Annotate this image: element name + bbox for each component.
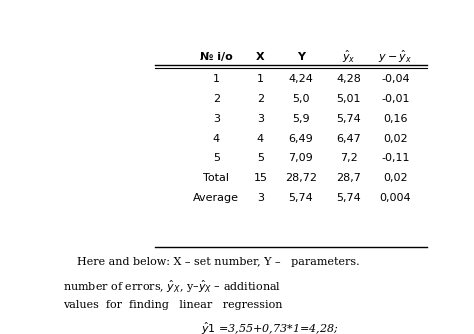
Text: № i/o: № i/o bbox=[200, 52, 233, 62]
Text: 5,74: 5,74 bbox=[288, 193, 313, 203]
Text: 5,74: 5,74 bbox=[336, 193, 361, 203]
Text: Average: Average bbox=[193, 193, 239, 203]
Text: 7,09: 7,09 bbox=[288, 153, 313, 163]
Text: 0,02: 0,02 bbox=[383, 173, 408, 183]
Text: X: X bbox=[256, 52, 264, 62]
Text: 0,004: 0,004 bbox=[380, 193, 411, 203]
Text: $\hat{y}1$ =3,55+0,73*1=4,28;: $\hat{y}1$ =3,55+0,73*1=4,28; bbox=[201, 320, 338, 334]
Text: Here and below: X – set number, Y –   parameters.: Here and below: X – set number, Y – para… bbox=[63, 258, 360, 268]
Text: 5,01: 5,01 bbox=[336, 94, 361, 104]
Text: 4: 4 bbox=[213, 134, 220, 144]
Text: 2: 2 bbox=[257, 94, 264, 104]
Text: 4,28: 4,28 bbox=[336, 74, 361, 84]
Text: 7,2: 7,2 bbox=[340, 153, 357, 163]
Text: 4: 4 bbox=[257, 134, 264, 144]
Text: 1: 1 bbox=[257, 74, 264, 84]
Text: 2: 2 bbox=[213, 94, 220, 104]
Text: 5,9: 5,9 bbox=[292, 114, 310, 124]
Text: 4,24: 4,24 bbox=[288, 74, 313, 84]
Text: 3: 3 bbox=[257, 114, 264, 124]
Text: -0,01: -0,01 bbox=[381, 94, 410, 104]
Text: Total: Total bbox=[203, 173, 229, 183]
Text: 1: 1 bbox=[213, 74, 220, 84]
Text: number of errors, $\hat{y}_X$, y–$\hat{y}_X$ – additional: number of errors, $\hat{y}_X$, y–$\hat{y… bbox=[63, 279, 281, 295]
Text: 0,16: 0,16 bbox=[383, 114, 408, 124]
Text: $y-\hat{y}_x$: $y-\hat{y}_x$ bbox=[378, 49, 412, 65]
Text: 5,0: 5,0 bbox=[292, 94, 310, 104]
Text: 3: 3 bbox=[213, 114, 220, 124]
Text: -0,11: -0,11 bbox=[381, 153, 410, 163]
Text: -0,04: -0,04 bbox=[381, 74, 410, 84]
Text: values  for  finding   linear   regression: values for finding linear regression bbox=[63, 300, 283, 310]
Text: Y: Y bbox=[297, 52, 305, 62]
Text: 5: 5 bbox=[257, 153, 264, 163]
Text: 6,49: 6,49 bbox=[288, 134, 313, 144]
Text: 5: 5 bbox=[213, 153, 220, 163]
Text: 6,47: 6,47 bbox=[336, 134, 361, 144]
Text: 5,74: 5,74 bbox=[336, 114, 361, 124]
Text: 15: 15 bbox=[254, 173, 267, 183]
Text: 3: 3 bbox=[257, 193, 264, 203]
Text: 28,7: 28,7 bbox=[336, 173, 361, 183]
Text: 0,02: 0,02 bbox=[383, 134, 408, 144]
Text: $\hat{y}_x$: $\hat{y}_x$ bbox=[342, 49, 356, 65]
Text: 28,72: 28,72 bbox=[285, 173, 317, 183]
